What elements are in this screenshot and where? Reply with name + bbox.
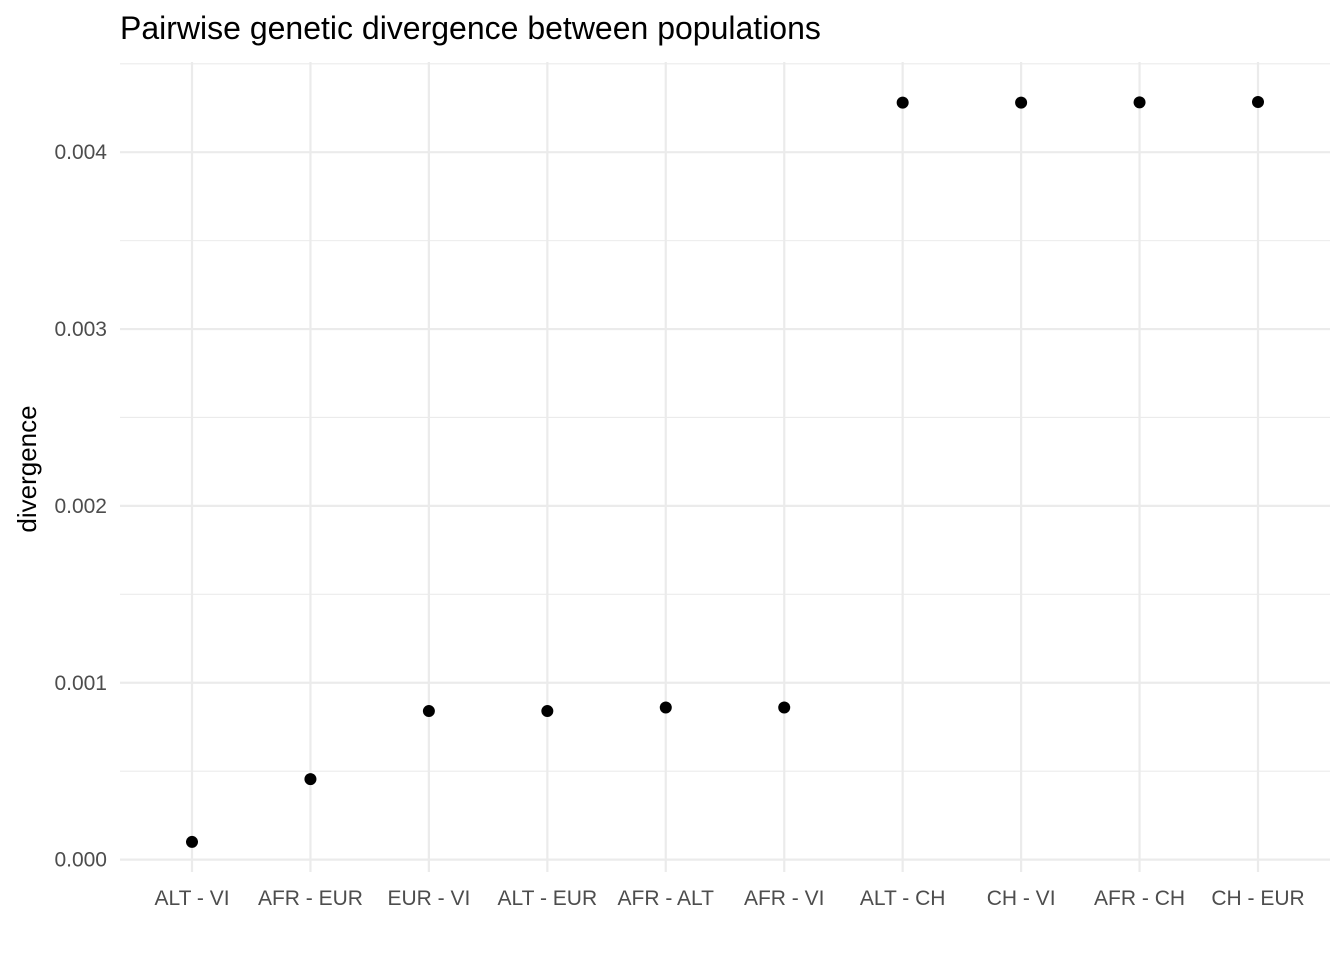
x-tick-label: ALT - EUR [498, 887, 598, 910]
y-tick-label: 0.003 [54, 318, 107, 341]
y-tick-label: 0.002 [54, 495, 107, 518]
data-point [1015, 96, 1028, 109]
data-point [659, 701, 672, 714]
x-tick-label: AFR - ALT [618, 887, 715, 910]
data-point [422, 705, 435, 718]
chart-title: Pairwise genetic divergence between popu… [120, 10, 821, 46]
x-tick-label: ALT - CH [860, 887, 946, 910]
x-tick-label: AFR - VI [744, 887, 825, 910]
data-point [778, 701, 791, 714]
y-tick-label: 0.001 [54, 672, 107, 695]
y-axis-label: divergence [12, 405, 42, 532]
x-tick-label: CH - EUR [1211, 887, 1304, 910]
y-tick-labels: 0.000 0.001 0.002 0.003 0.004 [54, 141, 107, 871]
points-layer [186, 95, 1264, 848]
grid-layer [120, 62, 1330, 872]
x-tick-label: AFR - EUR [258, 887, 363, 910]
data-point [304, 773, 317, 786]
x-tick-label: AFR - CH [1094, 887, 1185, 910]
data-point [1133, 96, 1146, 109]
data-point [896, 96, 909, 109]
x-tick-labels: ALT - VI AFR - EUR EUR - VI ALT - EUR AFR - … [154, 887, 1304, 910]
x-tick-label: ALT - VI [154, 887, 229, 910]
y-tick-label: 0.004 [54, 141, 107, 164]
x-tick-label: EUR - VI [387, 887, 470, 910]
data-point [541, 705, 554, 718]
data-point [1252, 95, 1264, 108]
y-tick-label: 0.000 [54, 849, 107, 872]
data-point [186, 835, 198, 848]
x-tick-label: CH - VI [987, 887, 1056, 910]
